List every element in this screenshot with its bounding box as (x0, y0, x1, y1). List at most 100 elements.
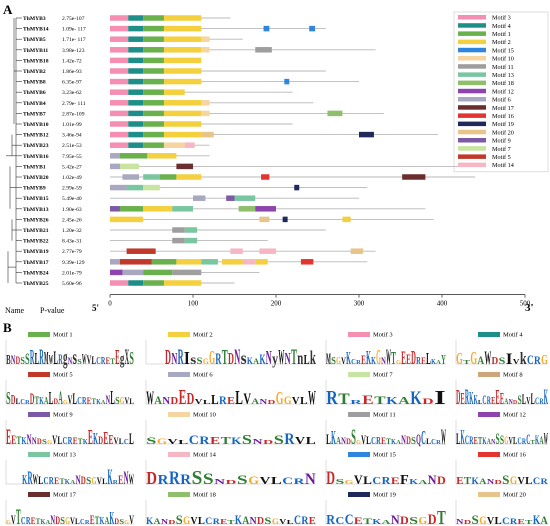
logo-letter: E (381, 436, 386, 446)
logo-letter: G (209, 347, 215, 369)
gene-row: ThMYB6 3.23e-62 (23, 89, 293, 96)
logo-letter: W (308, 387, 316, 409)
logo-letter: C (77, 395, 82, 407)
logo-letter: L (522, 392, 526, 408)
logo-letter: V (341, 356, 346, 366)
logo-letter: T (110, 357, 115, 366)
logo-letter: W (49, 353, 54, 368)
gene-row: ThMYB24 2.01e-79 (23, 269, 260, 276)
logo-letter: k (310, 348, 316, 369)
logo-letter: K (535, 432, 540, 447)
motif-4-block (128, 25, 144, 32)
logo-letter: D (187, 389, 195, 408)
logo-letter: L (110, 387, 115, 409)
logo-letter: T (464, 476, 472, 487)
logo-letter: L (326, 432, 331, 448)
logo-title: Motif 14 (193, 452, 217, 459)
legend-swatch-6 (458, 97, 486, 102)
motif-1-block (143, 131, 164, 138)
gene-row: ThMYB11 3.98e-123 (23, 47, 376, 54)
gene-name: ThMYB2 (23, 69, 46, 75)
logo-letter: G (510, 473, 517, 487)
motif-13-block (126, 184, 144, 191)
logo-letter: S (409, 515, 418, 526)
logo-letter: L (129, 431, 134, 448)
logo-letter: N (253, 438, 263, 446)
legend-swatch-11 (458, 64, 486, 69)
logo-title: Motif 8 (503, 372, 523, 379)
logo-letter: T (437, 507, 446, 526)
motif-20-block (201, 131, 214, 138)
logo-letter: L (198, 516, 205, 526)
logo-letter: S (77, 358, 82, 366)
motif-1-block (143, 15, 164, 21)
motif-2-block (163, 68, 202, 74)
logo-letter: T (338, 391, 350, 408)
motif-3-block (110, 131, 129, 138)
logo-letter: N (234, 344, 240, 369)
logo-letter: N (50, 512, 55, 526)
logo-letter: V (295, 435, 305, 447)
three-prime-marker: 3' (525, 302, 534, 314)
logo-letter: C (517, 436, 521, 446)
logo-letter: A (105, 516, 110, 526)
logo-letter: C (526, 432, 530, 448)
logo-letter: S (517, 392, 521, 407)
logo-letter: G (345, 480, 354, 486)
gene-pvalue: 1.09e- 117 (62, 27, 86, 33)
legend-label: Motif 7 (492, 146, 511, 153)
logo-color-swatch (168, 492, 190, 497)
motif-1-block (143, 89, 164, 95)
motif-logo-17: Motif 17G V T C R E T K A N D S G V L C R E T K A K D S G V (5, 492, 134, 526)
logo-letter: L (91, 353, 96, 367)
logo-letter: E (456, 475, 463, 487)
logo-letter: C (43, 475, 48, 487)
logo-letter: K (22, 473, 27, 488)
logo-letter: K (93, 429, 98, 448)
logo-letter: S (500, 432, 504, 447)
logo-letter: L (426, 437, 431, 446)
motif-2-block (163, 25, 202, 32)
motif-2-block (163, 131, 202, 138)
logo-letter: D (428, 512, 437, 526)
logo-letter: K (231, 436, 241, 446)
logo-letter: E (31, 516, 36, 526)
motif-4-block (128, 89, 144, 95)
logo-letter: R (25, 400, 30, 406)
motif-1-block (143, 25, 164, 32)
logo-letter: D (406, 433, 411, 447)
logo-letter: K (96, 398, 101, 406)
logo-letter: T (531, 440, 535, 446)
logo-letter: N (381, 356, 386, 366)
legend-label: Motif 9 (492, 138, 511, 145)
logo-letter: C (431, 438, 436, 446)
logo-letter: T (222, 345, 228, 369)
motif-4-block (128, 280, 144, 286)
logo-letter: E (518, 518, 526, 526)
motif-14-block (259, 248, 276, 254)
logo-letter: M (326, 351, 331, 368)
logo-letter: R (85, 520, 90, 526)
logo-letter: L (304, 353, 310, 368)
logo-letter: R (356, 360, 361, 366)
legend-label: Motif 18 (492, 80, 514, 87)
gene-pvalue: 8.43e-31 (62, 239, 82, 245)
motif-1-block (119, 153, 148, 159)
logo-letter: N (250, 515, 257, 526)
gene-pvalue: 2.77e-79 (62, 249, 82, 255)
logo-letter: S (197, 356, 203, 366)
logo-letter: E (309, 515, 316, 526)
logo-letter-stack: R T RE T K A K D I (326, 387, 446, 409)
panel-a: A ThMYB3 2.75e-107 ThMYB14 1.09e- 117 ThMYB5… (3, 2, 549, 315)
gene-row: ThMYB8 6.35e-97 (23, 78, 359, 86)
motif-3-block (110, 280, 129, 286)
logo-letter: R (326, 513, 336, 526)
logo-title: Motif 2 (193, 332, 213, 339)
logo-letter: K (235, 512, 243, 526)
logo-letter: S (42, 438, 47, 446)
logo-letter: S (242, 433, 252, 448)
gene-name: ThMYB16 (23, 154, 49, 160)
motif-3-block (110, 110, 129, 117)
